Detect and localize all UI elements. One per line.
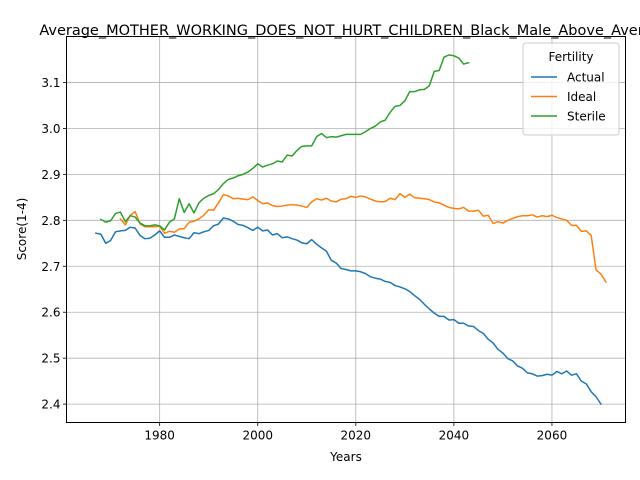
- legend: Fertility Actual Ideal Sterile: [522, 42, 620, 136]
- series-line-ideal: [119, 192, 607, 283]
- series-line-actual: [95, 217, 603, 406]
- legend-label-actual: Actual: [567, 71, 605, 85]
- y-tick-label: 2.4: [41, 398, 60, 412]
- y-axis-label: Score(1-4): [15, 198, 29, 261]
- y-axis-ticks: 2.4 2.5 2.6 2.7 2.8 2.9 3.0 3.1: [41, 76, 67, 412]
- legend-title: Fertility: [548, 50, 593, 64]
- x-axis-ticks: 1980 2000 2020 2040 2060: [144, 422, 568, 443]
- y-tick-label: 3.1: [41, 76, 60, 90]
- y-tick-label: 2.7: [41, 260, 60, 274]
- series-line-sterile: [99, 54, 470, 231]
- y-tick-label: 2.9: [41, 168, 60, 182]
- y-tick-label: 2.5: [41, 352, 60, 366]
- plot-frame: [66, 36, 626, 423]
- legend-label-ideal: Ideal: [567, 90, 596, 104]
- x-tick-label: 1980: [144, 429, 175, 443]
- legend-label-sterile: Sterile: [567, 110, 606, 124]
- y-tick-label: 3.0: [41, 122, 60, 136]
- x-tick-label: 2040: [439, 429, 470, 443]
- series-lines: [95, 54, 607, 406]
- chart-title: Average_MOTHER_WORKING_DOES_NOT_HURT_CHI…: [39, 23, 640, 39]
- y-tick-label: 2.6: [41, 306, 60, 320]
- x-tick-label: 2060: [537, 429, 568, 443]
- x-tick-label: 2020: [341, 429, 372, 443]
- x-axis-label: Years: [329, 450, 362, 464]
- x-tick-label: 2000: [242, 429, 273, 443]
- legend-box: [522, 42, 620, 136]
- y-tick-label: 2.8: [41, 214, 60, 228]
